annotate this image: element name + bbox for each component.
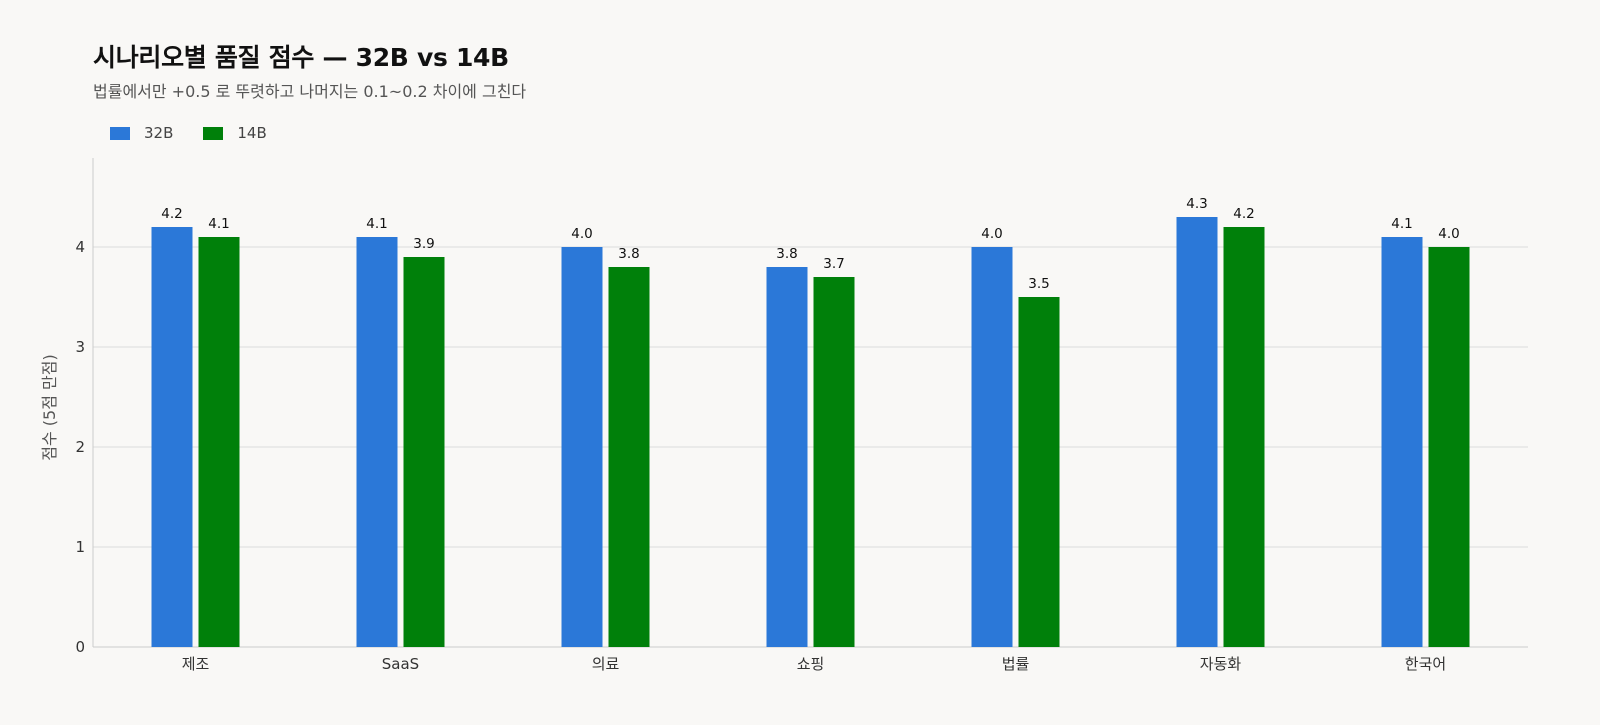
- x-tick-label: 자동화: [1200, 655, 1242, 673]
- bar-14b: [608, 267, 650, 647]
- y-tick-label: 4: [75, 238, 85, 256]
- x-tick-label: 법률: [1002, 655, 1030, 673]
- bar-value-label-32b: 4.1: [1391, 216, 1412, 232]
- bar-value-label-32b: 3.8: [776, 246, 797, 262]
- x-tick-label: 제조: [182, 655, 210, 673]
- legend-item-32b: 32B: [110, 124, 173, 142]
- bar-32b: [1176, 217, 1218, 647]
- bar-value-label-32b: 4.3: [1186, 196, 1207, 212]
- legend: 32B 14B: [110, 124, 267, 142]
- bar-32b: [356, 237, 398, 647]
- legend-item-14b: 14B: [203, 124, 267, 142]
- legend-label-32b: 32B: [144, 124, 174, 142]
- bar-32b: [1381, 237, 1423, 647]
- x-tick-label: 한국어: [1405, 655, 1446, 673]
- bar-32b: [766, 267, 808, 647]
- y-axis-title: 점수 (5점 만점): [40, 354, 59, 460]
- bar-value-label-32b: 4.2: [161, 206, 182, 222]
- bar-14b: [403, 257, 445, 647]
- bar-14b: [813, 277, 855, 647]
- bar-value-label-14b: 3.8: [618, 246, 639, 262]
- x-tick-label: 쇼핑: [797, 655, 825, 673]
- bar-32b: [971, 247, 1013, 647]
- bar-value-label-14b: 3.5: [1028, 276, 1049, 292]
- y-tick-label: 2: [75, 438, 85, 456]
- bar-14b: [198, 237, 240, 647]
- bar-14b: [1223, 227, 1265, 647]
- legend-label-14b: 14B: [237, 124, 267, 142]
- bar-value-label-14b: 4.1: [208, 216, 229, 232]
- y-tick-label: 1: [75, 538, 85, 556]
- bar-value-label-14b: 4.2: [1233, 206, 1254, 222]
- bar-value-label-32b: 4.0: [981, 226, 1002, 242]
- legend-swatch-32b: [110, 126, 130, 140]
- bar-value-label-32b: 4.1: [366, 216, 387, 232]
- chart-title: 시나리오별 품질 점수 — 32B vs 14B: [93, 43, 509, 72]
- y-tick-label: 3: [75, 338, 85, 356]
- bar-32b: [561, 247, 603, 647]
- chart-subtitle: 법률에서만 +0.5 로 뚜렷하고 나머지는 0.1~0.2 차이에 그친다: [93, 82, 527, 101]
- bar-value-label-14b: 3.9: [413, 236, 434, 252]
- y-tick-label: 0: [75, 638, 85, 656]
- bar-value-label-14b: 4.0: [1438, 226, 1459, 242]
- x-tick-label: 의료: [592, 655, 620, 673]
- bar-14b: [1428, 247, 1470, 647]
- x-tick-label: SaaS: [382, 655, 419, 673]
- bar-14b: [1018, 297, 1060, 647]
- bar-value-label-32b: 4.0: [571, 226, 592, 242]
- legend-swatch-14b: [203, 126, 224, 140]
- bar-32b: [151, 227, 193, 647]
- bar-value-label-14b: 3.7: [823, 256, 844, 272]
